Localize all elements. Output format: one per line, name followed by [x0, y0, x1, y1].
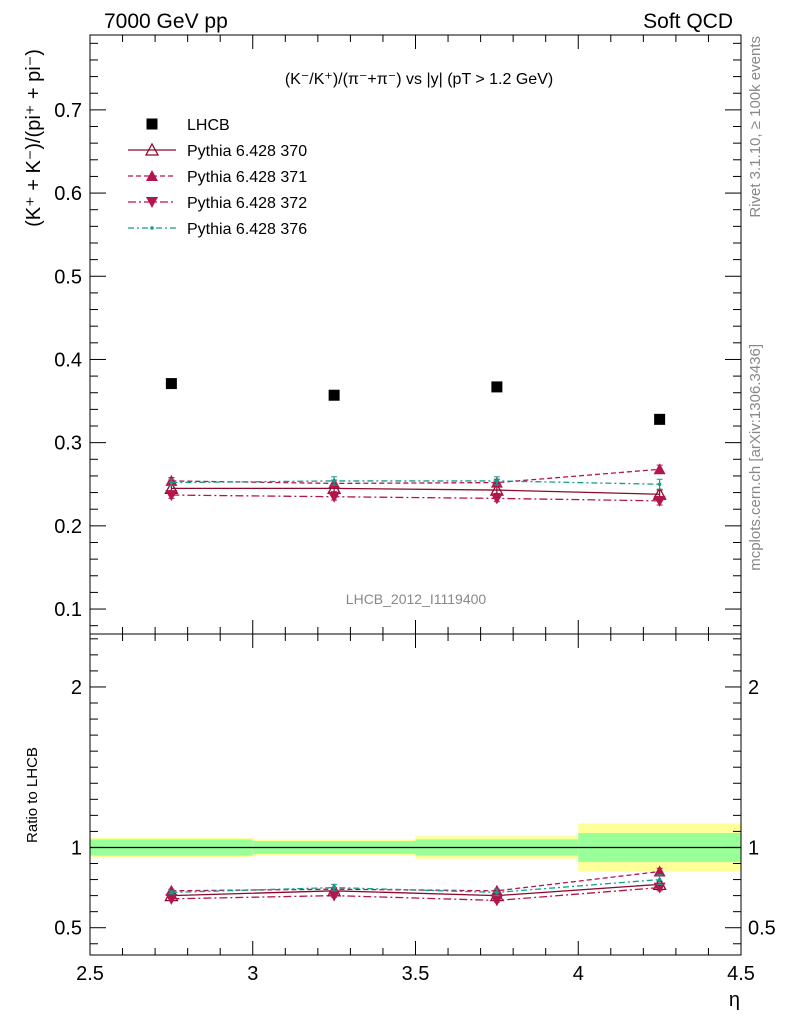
legend-entry: Pythia 6.428 376 — [128, 221, 307, 238]
legend-entry: Pythia 6.428 370 — [128, 142, 307, 160]
y-tick-label: 1 — [71, 837, 82, 859]
legend-label: LHCB — [187, 117, 230, 134]
y-tick-label: 0.1 — [54, 599, 82, 621]
main-title: (K⁻/K⁺)/(π⁻+π⁻) vs |y| (pT > 1.2 GeV) — [285, 71, 553, 88]
main-lhcb-point — [654, 413, 666, 425]
ratio-pythia-6-428-376-line — [171, 878, 660, 894]
y-tick-label: 0.7 — [54, 100, 82, 122]
y-tick-label-right: 0.5 — [748, 918, 776, 940]
main-lhcb-point — [328, 389, 340, 401]
legend-marker — [144, 142, 160, 156]
y-tick-label-right: 2 — [748, 677, 759, 699]
main-panel: 0.1 0.2 0.3 0.4 0.5 0.6 0.7 — [54, 34, 742, 635]
ratio-pythia-6-428-376-point — [332, 885, 336, 890]
y-tick-label: 2 — [71, 677, 82, 699]
main-pythia-6-428-371-point — [653, 463, 666, 475]
ratio-pythia-6-428-371-point — [653, 865, 666, 877]
main-lhcb-point — [491, 381, 503, 393]
mcplots-label: mcplots.cern.ch [arXiv:1306.3436] — [747, 344, 764, 571]
header-right: Soft QCD — [643, 10, 733, 33]
main-pythia-6-428-372-point — [490, 493, 503, 505]
main-pythia-6-428-371-line — [171, 468, 660, 485]
ratio-pythia-6-428-372-point — [653, 882, 666, 894]
main-pythia-6-428-376 — [168, 476, 663, 490]
ratio-pythia-6-428-376 — [168, 874, 663, 897]
main-pythia-6-428-376-point — [657, 482, 662, 487]
ratio-pythia-6-428-376-point — [657, 877, 662, 882]
legend-label: Pythia 6.428 371 — [187, 169, 307, 186]
y-tick-label: 0.6 — [54, 183, 82, 205]
y-tick-label: 0.4 — [54, 349, 82, 371]
legend-marker — [146, 197, 158, 208]
main-lhcb — [165, 378, 666, 425]
legend: LHCB Pythia 6.428 370 Pythia 6.428 371 Pyth… — [128, 117, 307, 238]
ratio-pythia-6-428-376-point — [169, 890, 174, 895]
ratio-ylabel: Ratio to LHCB — [24, 747, 41, 843]
ratio-frame — [89, 633, 742, 956]
legend-marker — [150, 226, 154, 230]
x-tick-label: 4 — [573, 963, 584, 985]
main-pythia-6-428-372-point — [328, 491, 341, 503]
main-pythia-6-428-372 — [165, 490, 666, 507]
x-tick-label: 3.5 — [402, 963, 430, 985]
main-pythia-6-428-370 — [164, 481, 667, 500]
ratio-pythia-6-428-370-line — [171, 883, 660, 897]
main-pythia-6-428-371 — [165, 463, 666, 489]
main-pythia-6-428-372-point — [653, 495, 666, 507]
main-pythia-6-428-376-point — [495, 479, 499, 483]
y-tick-label: 0.2 — [54, 516, 82, 538]
x-tick-label: 2.5 — [76, 963, 104, 985]
ratio-pythia-6-428-372 — [165, 882, 666, 907]
main-pythia-6-428-376-point — [332, 479, 336, 483]
legend-label: Pythia 6.428 376 — [187, 221, 307, 238]
main-pythia-6-428-376-line — [171, 480, 660, 485]
main-pythia-6-428-370-line — [171, 487, 660, 495]
ratio-pythia-6-428-372-line — [171, 886, 660, 902]
rivet-label: Rivet 3.1.10, ≥ 100k events — [747, 36, 764, 218]
legend-marker — [146, 170, 158, 181]
ratio-pythia-6-428-376-point — [495, 890, 499, 895]
y-tick-label: 0.5 — [54, 918, 82, 940]
x-tick-label: 3 — [247, 963, 258, 985]
ratio-pythia-6-428-372-point — [165, 893, 178, 905]
main-pythia-6-428-372-point — [165, 490, 178, 502]
ratio-panel: 2.5 3 3.5 4 4.5 0.5 0.5 1 1 2 2 — [54, 35, 776, 985]
legend-label: Pythia 6.428 370 — [187, 143, 307, 160]
legend-entry: Pythia 6.428 371 — [128, 169, 307, 186]
y-tick-label: 0.5 — [54, 266, 82, 288]
ratio-pythia-6-428-372-point — [490, 895, 503, 907]
main-ylabel: (K⁺ + K⁻)/(pi⁺ + pi⁻) — [23, 49, 45, 227]
ratio-pythia-6-428-372-point — [328, 890, 341, 902]
legend-marker — [146, 118, 158, 130]
y-tick-label-right: 1 — [748, 837, 759, 859]
x-tick-label: 4.5 — [727, 963, 755, 985]
y-tick-label: 0.3 — [54, 433, 82, 455]
ratio-pythia-6-428-371-line — [171, 870, 660, 892]
main-lhcb-point — [165, 378, 177, 390]
legend-label: Pythia 6.428 372 — [187, 195, 307, 212]
analysis-watermark: LHCB_2012_I1119400 — [346, 591, 487, 607]
legend-entry: Pythia 6.428 372 — [128, 195, 307, 212]
main-pythia-6-428-376-point — [169, 480, 174, 485]
legend-entry: LHCB — [146, 117, 230, 134]
ratio-xlabel: η — [729, 989, 740, 1011]
main-pythia-6-428-372-line — [171, 494, 660, 502]
header-left: 7000 GeV pp — [104, 10, 228, 33]
